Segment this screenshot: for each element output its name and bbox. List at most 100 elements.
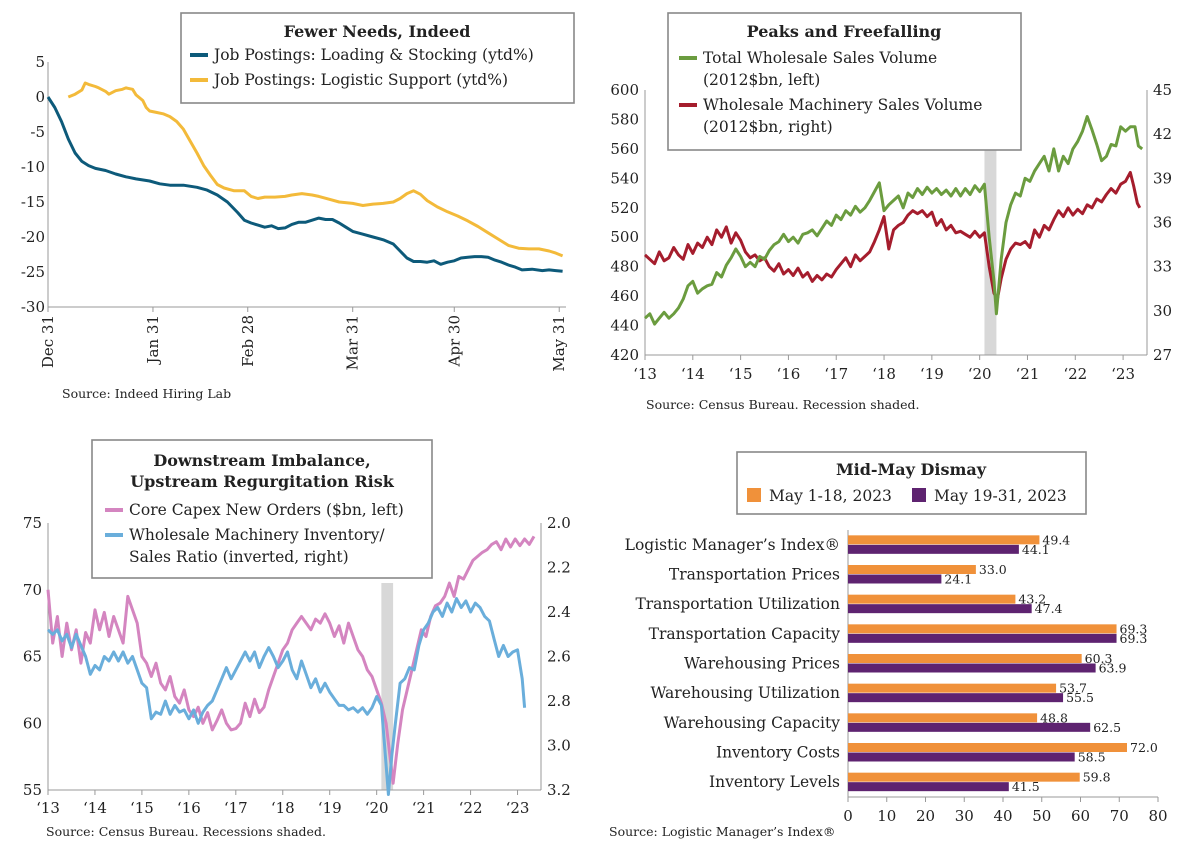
chart4-bar-value: 43.2: [1018, 592, 1046, 607]
chart4-x-tick-label: 50: [1032, 807, 1051, 825]
chart2-right-tick-label: 33: [1153, 258, 1172, 276]
chart2-right-tick-label: 42: [1153, 125, 1172, 143]
chart4-category-label: Transportation Utilization: [635, 595, 840, 613]
chart4-bar-value: 69.3: [1120, 621, 1148, 636]
chart1-legend-label: Job Postings: Logistic Support (ytd%): [212, 71, 508, 89]
chart4-category-label: Warehousing Prices: [684, 655, 840, 673]
chart2-series-line: [643, 170, 1142, 301]
chart4-bar: [848, 743, 1127, 752]
chart2-recession-shade: [984, 90, 997, 355]
chart4-source: Source: Logistic Manager’s Index®: [609, 824, 835, 839]
chart4-x-tick-label: 70: [1110, 807, 1129, 825]
chart1-y-tick-label: -25: [21, 263, 45, 281]
chart4-category-label: Inventory Levels: [709, 773, 840, 791]
chart3-title: Downstream Imbalance,: [153, 451, 370, 470]
chart2-right-tick-label: 39: [1153, 169, 1172, 187]
chart2-left-tick-label: 480: [610, 258, 639, 276]
chart3-right-tick-label: 2.6: [547, 648, 571, 666]
chart4-bar-value: 62.5: [1093, 720, 1121, 735]
chart4-bar-value: 60.3: [1085, 651, 1113, 666]
chart3-x-tick-label: ‘18: [271, 799, 295, 817]
chart3-left-tick-label: 55: [23, 781, 42, 799]
chart4-bar: [848, 535, 1040, 545]
chart4-bar: [848, 565, 976, 574]
chart1-y-tick-label: -20: [21, 228, 45, 246]
chart4-bar-value: 33.0: [979, 562, 1007, 577]
chart3-right-tick-label: 2.8: [547, 692, 571, 710]
chart2-left-tick-label: 460: [610, 287, 639, 305]
chart4-x-tick-label: 0: [843, 807, 853, 825]
chart1-x-tick-label: Feb 28: [239, 315, 257, 367]
chart2-right-tick-label: 27: [1153, 346, 1172, 364]
chart3-right-tick-label: 2.2: [547, 559, 571, 577]
chart2-left-tick-label: 580: [610, 110, 639, 128]
chart3-left-tick-label: 60: [23, 714, 42, 732]
chart3-x-tick-label: ‘16: [177, 799, 201, 817]
chart3-legend-label: Wholesale Machinery Inventory/: [129, 526, 385, 544]
chart4-x-tick-label: 20: [916, 807, 935, 825]
chart2-left-tick-label: 540: [610, 169, 639, 187]
chart2-left-tick-label: 420: [610, 346, 639, 364]
chart4-bar-value: 24.1: [944, 572, 972, 587]
chart4-bar-value: 41.5: [1012, 779, 1040, 794]
chart1-y-tick-label: -30: [21, 298, 45, 316]
chart3-source: Source: Census Bureau. Recessions shaded…: [46, 824, 326, 839]
chart2-right-tick-label: 36: [1153, 214, 1172, 232]
chart2-legend-label: (2012$bn, right): [703, 118, 833, 136]
chart4-bar: [848, 624, 1117, 634]
chart2-x-tick-label: ‘16: [776, 365, 800, 383]
chart2-left-tick-label: 600: [610, 81, 639, 99]
chart2-x-tick-label: ‘21: [1016, 365, 1040, 383]
chart1-source: Source: Indeed Hiring Lab: [62, 386, 231, 401]
chart3-right-tick-label: 3.0: [547, 737, 571, 755]
chart2-title: Peaks and Freefalling: [747, 22, 942, 41]
chart4-bar-value: 47.4: [1035, 601, 1063, 616]
chart4-bar-value: 59.8: [1083, 770, 1111, 785]
chart3-x-tick-label: ‘21: [412, 799, 436, 817]
chart2-legend-label: Total Wholesale Sales Volume: [703, 49, 937, 67]
chart2-left-tick-label: 560: [610, 140, 639, 158]
chart4-bar: [848, 633, 1117, 643]
chart1-x-tick-label: Dec 31: [39, 315, 57, 368]
chart1-x-tick-label: Apr 30: [445, 315, 463, 367]
chart4-bar: [848, 752, 1075, 762]
chart4-bar: [848, 604, 1032, 614]
chart4-bar: [848, 574, 942, 584]
chart2-legend-label: (2012$bn, left): [703, 71, 820, 89]
chart4-bar-value: 44.1: [1022, 542, 1050, 557]
chart4-bar-value: 49.4: [1042, 532, 1070, 547]
chart4-category-label: Warehousing Capacity: [664, 714, 841, 732]
chart1-y-tick-label: -5: [30, 123, 45, 141]
chart1-series-line: [46, 96, 563, 273]
chart1-y-tick-label: -15: [21, 193, 45, 211]
chart2-right-tick-label: 45: [1153, 81, 1172, 99]
chart2-x-tick-label: ‘19: [920, 365, 944, 383]
chart4-bar: [848, 654, 1082, 663]
chart3-x-tick-label: ‘13: [36, 799, 60, 817]
chart4-bar-value: 63.9: [1099, 661, 1127, 676]
chart4-x-tick-label: 10: [877, 807, 896, 825]
chart2-source: Source: Census Bureau. Recession shaded.: [646, 397, 920, 412]
chart4-bar-value: 72.0: [1130, 740, 1158, 755]
chart3-right-tick-label: 2.4: [547, 603, 571, 621]
chart4-category-label: Transportation Capacity: [649, 625, 841, 643]
chart3-left-tick-label: 65: [23, 648, 42, 666]
chart3-x-tick-label: ‘19: [318, 799, 342, 817]
chart1-series-line: [67, 81, 564, 258]
chart2-x-tick-label: ‘13: [633, 365, 657, 383]
chart3-x-tick-label: ‘22: [459, 799, 483, 817]
chart4-legend-swatch: [912, 488, 926, 502]
chart1-y-tick-label: -10: [21, 158, 45, 176]
chart2-series-line: [643, 115, 1144, 326]
chart3-right-tick-label: 2.0: [547, 514, 571, 532]
chart4-legend-label: May 19-31, 2023: [934, 487, 1067, 505]
chart4-bar: [848, 544, 1019, 554]
chart4-bar-value: 55.5: [1066, 690, 1094, 705]
chart4-legend-swatch: [747, 488, 761, 502]
chart3-x-tick-label: ‘17: [224, 799, 248, 817]
chart4-bar-value: 53.7: [1059, 681, 1087, 696]
chart3-left-tick-label: 70: [23, 581, 42, 599]
chart2-x-tick-label: ‘18: [872, 365, 896, 383]
chart3-title: Upstream Regurgitation Risk: [130, 472, 394, 491]
chart2-x-tick-label: ‘22: [1063, 365, 1087, 383]
